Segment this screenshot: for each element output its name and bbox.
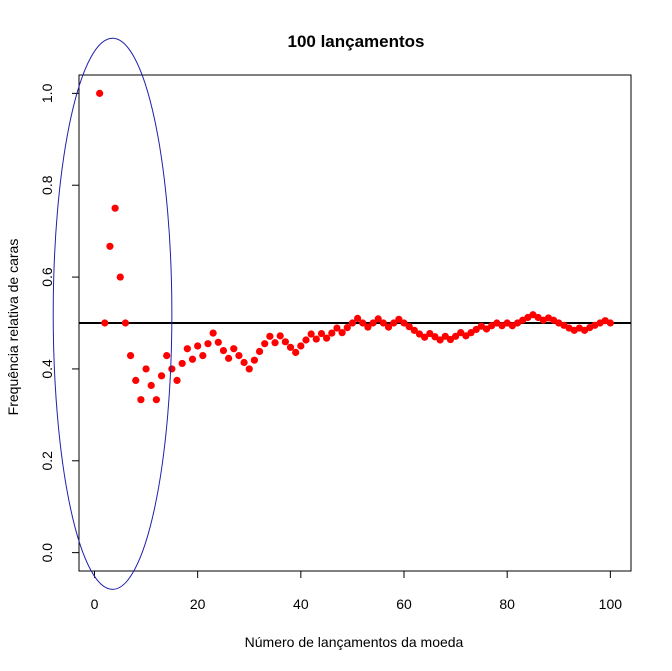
data-point (317, 329, 326, 338)
data-point (116, 273, 124, 281)
x-axis-label: Número de lançamentos da moeda (245, 634, 464, 650)
y-tick-label: 0.0 (39, 543, 55, 563)
data-point (168, 365, 176, 373)
axes: 0 20 40 60 80 100 0.0 0.2 0.4 0.6 0.8 1.0 (39, 83, 622, 612)
data-point (240, 358, 248, 367)
data-point (462, 332, 470, 340)
data-point (271, 339, 279, 347)
data-point (152, 396, 160, 404)
x-tick-label: 60 (396, 596, 412, 612)
data-point (467, 329, 475, 337)
data-point (323, 334, 331, 342)
data-point (261, 340, 269, 348)
data-point (126, 352, 135, 360)
data-point (297, 342, 305, 350)
chart-title: 100 lançamentos (287, 32, 424, 51)
data-point (606, 319, 614, 327)
x-tick-label: 20 (190, 596, 206, 612)
data-point (410, 326, 418, 334)
data-point (276, 332, 284, 340)
data-point (250, 356, 259, 364)
data-point (307, 330, 315, 338)
x-tick-label: 40 (293, 596, 309, 612)
data-point (219, 346, 228, 355)
data-point (199, 352, 207, 360)
data-point (178, 359, 186, 368)
data-point (101, 319, 109, 327)
data-point (431, 333, 439, 341)
data-point (415, 330, 424, 338)
data-point (281, 338, 289, 346)
data-point (426, 329, 434, 338)
data-point (142, 365, 150, 373)
data-point (230, 345, 238, 353)
y-axis: 0.0 0.2 0.4 0.6 0.8 1.0 (39, 83, 80, 563)
y-axis-label: Frequência relativa de caras (5, 239, 21, 416)
x-tick-label: 100 (599, 596, 623, 612)
data-point (266, 332, 274, 340)
x-tick-label: 80 (499, 596, 515, 612)
data-point (106, 242, 114, 250)
data-point (364, 323, 372, 331)
data-point (472, 325, 480, 334)
data-point (96, 89, 104, 97)
y-tick-label: 0.2 (39, 451, 55, 471)
data-point (343, 323, 351, 332)
x-tick-label: 0 (91, 596, 99, 612)
data-point (457, 329, 465, 337)
data-point (194, 342, 202, 350)
data-points (96, 89, 614, 404)
data-point (173, 376, 181, 385)
data-point (441, 332, 449, 340)
data-point (209, 329, 217, 337)
data-point (384, 323, 393, 331)
data-point (379, 319, 387, 327)
data-point (225, 354, 233, 362)
highlight-ellipse (52, 37, 173, 590)
data-point (121, 319, 130, 327)
data-point (369, 319, 377, 327)
x-axis: 0 20 40 60 80 100 (91, 570, 623, 612)
data-point (328, 329, 336, 337)
data-point (390, 319, 398, 327)
data-point (286, 343, 295, 351)
y-tick-label: 0.6 (39, 267, 55, 287)
y-tick-label: 0.4 (39, 359, 55, 379)
data-point (214, 338, 222, 346)
data-point (204, 340, 212, 348)
data-point (302, 336, 310, 344)
data-point (395, 315, 403, 323)
data-point (235, 352, 243, 360)
data-point (348, 319, 357, 327)
data-point (451, 332, 460, 340)
data-point (405, 323, 413, 331)
data-point (374, 315, 382, 323)
data-point (157, 372, 166, 380)
data-point (446, 335, 455, 344)
data-point (400, 319, 408, 327)
data-point (421, 333, 429, 341)
data-point (255, 347, 264, 356)
data-point (333, 324, 341, 332)
data-point (338, 329, 346, 337)
data-point (132, 376, 140, 385)
data-point (188, 355, 197, 363)
data-point (163, 352, 171, 360)
y-tick-label: 0.8 (39, 175, 55, 195)
plot-frame (78, 74, 632, 572)
data-point (137, 396, 145, 404)
data-point (183, 345, 191, 353)
y-tick-label: 1.0 (39, 83, 55, 103)
data-point (245, 365, 253, 373)
data-point (482, 325, 491, 333)
data-point (292, 348, 300, 356)
data-point (312, 335, 320, 343)
data-point (436, 336, 444, 344)
data-point (359, 319, 367, 327)
data-point (147, 381, 155, 390)
data-point (353, 314, 362, 323)
data-point (111, 204, 119, 212)
